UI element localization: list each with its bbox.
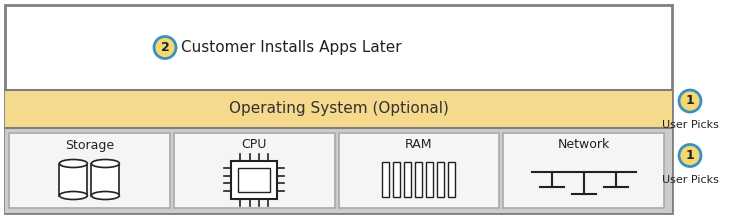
Bar (5, 90, 672, 128)
Text: Storage: Storage (65, 138, 114, 152)
Bar (437, 162, 445, 197)
Circle shape (679, 90, 701, 112)
Text: Network: Network (557, 138, 609, 152)
Bar (393, 162, 401, 197)
Text: User Picks: User Picks (662, 174, 718, 184)
Bar (416, 162, 422, 197)
Text: CPU: CPU (242, 138, 267, 152)
Text: Customer Installs Apps Later: Customer Installs Apps Later (181, 40, 401, 55)
Ellipse shape (60, 160, 87, 167)
Bar (91, 164, 119, 196)
Bar (427, 162, 433, 197)
Bar (60, 164, 87, 196)
Circle shape (679, 145, 701, 167)
Bar (174, 133, 334, 208)
Text: 2: 2 (160, 41, 169, 54)
Bar (339, 133, 499, 208)
Text: Operating System (Optional): Operating System (Optional) (228, 102, 448, 116)
Text: 1: 1 (686, 149, 695, 162)
Text: RAM: RAM (405, 138, 433, 152)
Ellipse shape (91, 160, 119, 167)
FancyBboxPatch shape (5, 5, 672, 213)
Bar (404, 162, 411, 197)
Bar (383, 162, 389, 197)
Bar (5, 128, 672, 213)
Bar (231, 160, 277, 199)
Text: User Picks: User Picks (662, 120, 718, 130)
Circle shape (154, 36, 176, 58)
Text: 1: 1 (686, 94, 695, 107)
Bar (9, 133, 170, 208)
Bar (238, 167, 270, 191)
Ellipse shape (60, 191, 87, 199)
Ellipse shape (91, 191, 119, 199)
Bar (448, 162, 455, 197)
Bar (504, 133, 664, 208)
